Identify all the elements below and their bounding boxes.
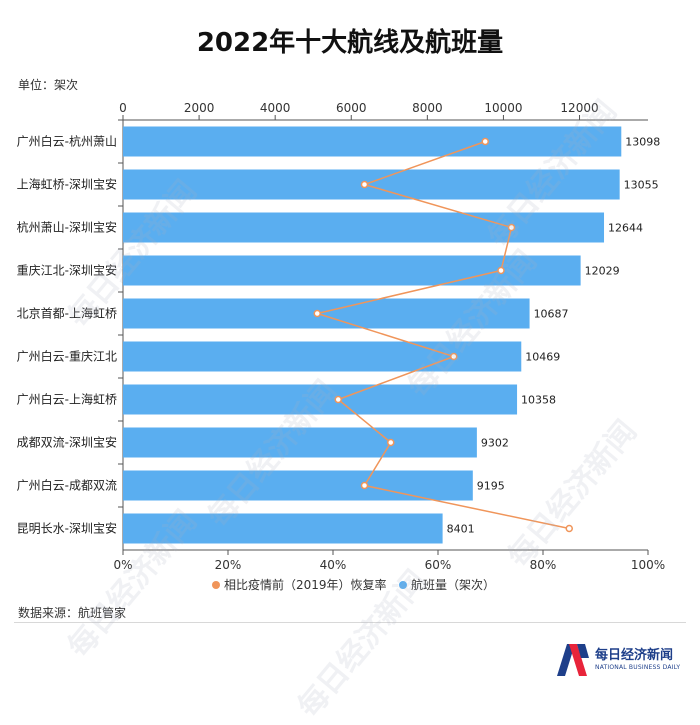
bar bbox=[123, 427, 477, 458]
bottom-axis-tick-label: 0% bbox=[113, 558, 132, 572]
legend-line-swatch bbox=[212, 581, 220, 589]
bar bbox=[123, 126, 622, 157]
category-label: 广州白云-上海虹桥 bbox=[17, 392, 117, 407]
bar bbox=[123, 470, 473, 501]
recovery-rate-point bbox=[507, 223, 516, 232]
bar-value-label: 12644 bbox=[608, 222, 643, 235]
bar bbox=[123, 169, 620, 200]
bar-value-label: 12029 bbox=[585, 265, 620, 278]
bar-value-label: 13098 bbox=[625, 136, 660, 149]
bar-value-label: 10469 bbox=[525, 351, 560, 364]
top-axis-tick-label: 10000 bbox=[484, 101, 522, 115]
bar bbox=[123, 341, 522, 372]
recovery-rate-point bbox=[334, 395, 342, 404]
brand-logo: 每日经济新闻 NATIONAL BUSINESS DAILY bbox=[555, 638, 685, 680]
bar bbox=[123, 513, 443, 544]
recovery-rate-point bbox=[387, 438, 395, 447]
recovery-rate-point bbox=[565, 524, 573, 533]
bar-value-label: 13055 bbox=[624, 179, 659, 192]
top-axis-tick-label: 6000 bbox=[336, 101, 367, 115]
category-label: 昆明长水-深圳宝安 bbox=[17, 521, 117, 536]
category-label: 上海虹桥-深圳宝安 bbox=[17, 177, 117, 192]
top-axis-tick-label: 8000 bbox=[412, 101, 443, 115]
category-label: 重庆江北-深圳宝安 bbox=[17, 263, 117, 278]
category-label: 北京首都-上海虹桥 bbox=[17, 306, 117, 321]
bar-value-label: 10687 bbox=[534, 308, 569, 321]
footer-divider bbox=[14, 622, 686, 623]
bar-value-label: 10358 bbox=[521, 394, 556, 407]
bar-value-label: 9195 bbox=[477, 480, 505, 493]
chart-canvas: 0 2000 4000 6000 8000 10000 12000 0% 20% 40% 60% 80… bbox=[17, 101, 666, 592]
legend-bar-label: 航班量（架次） bbox=[411, 577, 495, 592]
recovery-rate-line bbox=[314, 140, 570, 530]
top-axis-tick-label: 0 bbox=[119, 101, 127, 115]
brand-mark-icon bbox=[557, 644, 589, 676]
category-label: 广州白云-成都双流 bbox=[17, 478, 117, 493]
brand-name-en: NATIONAL BUSINESS DAILY bbox=[595, 664, 681, 671]
bar bbox=[123, 384, 518, 415]
unit-label: 单位：架次 bbox=[18, 78, 79, 92]
bar-value-label: 9302 bbox=[481, 437, 509, 450]
category-label: 广州白云-重庆江北 bbox=[17, 349, 117, 364]
recovery-rate-point bbox=[497, 266, 505, 275]
source-label: 数据来源：航班管家 bbox=[18, 606, 127, 620]
category-label: 广州白云-杭州萧山 bbox=[17, 134, 117, 149]
bottom-axis-tick-label: 60% bbox=[425, 558, 452, 572]
recovery-rate-point bbox=[360, 481, 369, 490]
bottom-axis-tick-label: 80% bbox=[530, 558, 557, 572]
top-axis-tick-label: 12000 bbox=[560, 101, 598, 115]
bar bbox=[123, 255, 581, 286]
legend-line-label: 相比疫情前（2019年）恢复率 bbox=[224, 577, 387, 592]
bar bbox=[123, 298, 530, 329]
top-axis-tick-label: 2000 bbox=[184, 101, 215, 115]
recovery-rate-point bbox=[450, 352, 458, 361]
bottom-axis-tick-label: 20% bbox=[215, 558, 242, 572]
top-axis-tick-label: 4000 bbox=[260, 101, 291, 115]
legend-bar-swatch bbox=[399, 581, 407, 589]
recovery-rate-point bbox=[360, 180, 369, 189]
category-label: 成都双流-深圳宝安 bbox=[17, 435, 117, 450]
bottom-axis-tick-label: 100% bbox=[631, 558, 665, 572]
recovery-rate-point bbox=[313, 309, 321, 318]
bottom-axis-tick-label: 40% bbox=[320, 558, 347, 572]
brand-name-cn: 每日经济新闻 bbox=[595, 648, 674, 663]
category-label: 杭州萧山-深圳宝安 bbox=[17, 220, 117, 235]
recovery-rate-point bbox=[481, 137, 489, 146]
chart-title: 2022年十大航线及航班量 bbox=[196, 28, 504, 58]
bar-value-label: 8401 bbox=[447, 523, 475, 536]
bar bbox=[123, 212, 605, 243]
